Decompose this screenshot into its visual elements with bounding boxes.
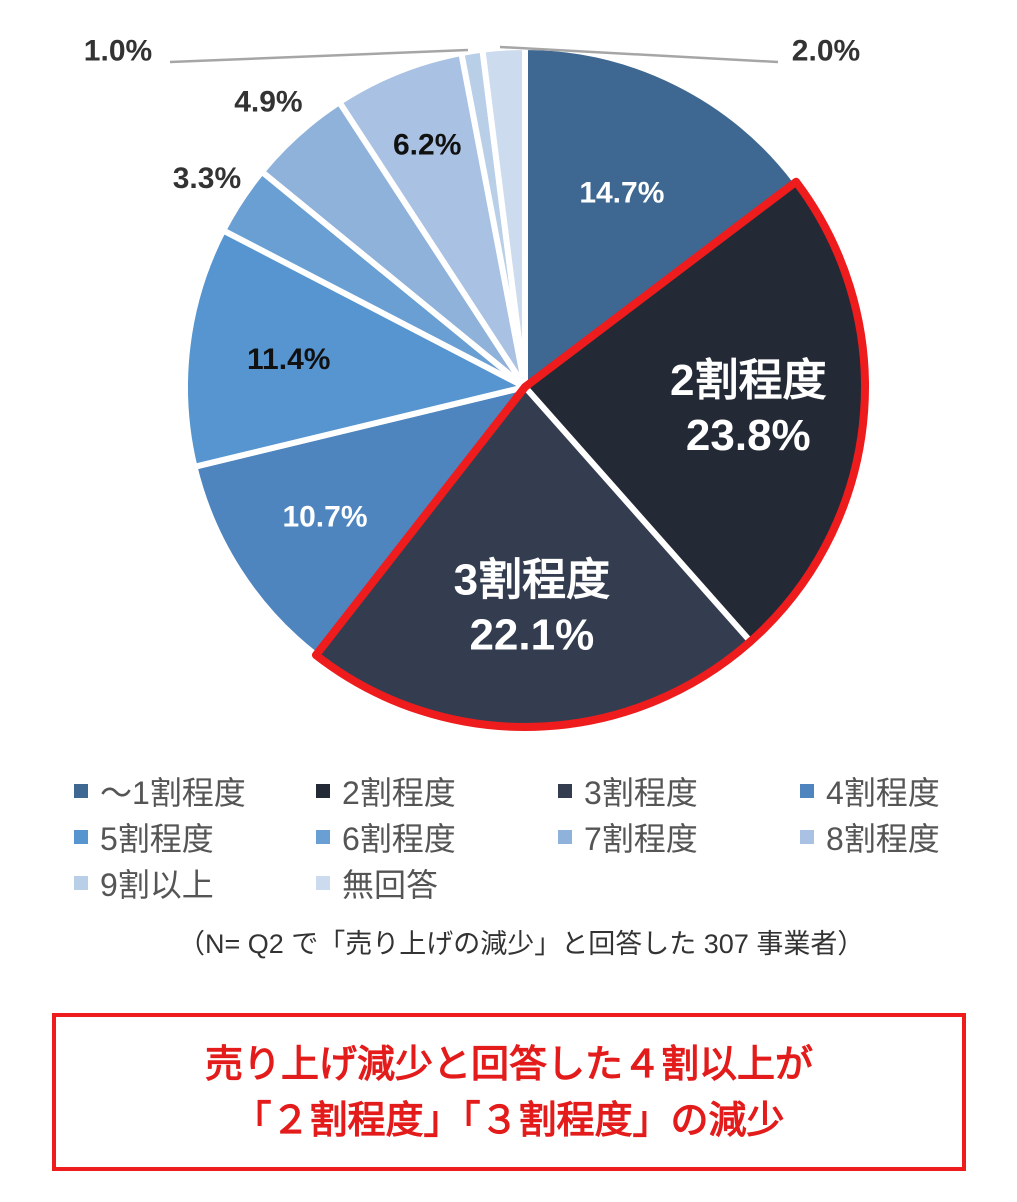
legend-item-10: 無回答 bbox=[316, 860, 438, 906]
legend-item-9: 9割以上 bbox=[74, 860, 214, 906]
legend-label-1: 〜1割程度 bbox=[100, 775, 246, 811]
summary-callout: 売り上げ減少と回答した４割以上が 「２割程度」「３割程度」の減少 bbox=[52, 1013, 966, 1171]
legend-label-10: 無回答 bbox=[342, 867, 439, 903]
legend-label-3: 3割程度 bbox=[584, 775, 698, 811]
legend-swatch-5 bbox=[74, 830, 88, 844]
legend-label-8: 8割程度 bbox=[826, 821, 940, 857]
slice-label-8: 6.2% bbox=[393, 129, 461, 162]
legend-swatch-3 bbox=[558, 784, 572, 798]
legend-swatch-6 bbox=[316, 830, 330, 844]
legend-item-5: 5割程度 bbox=[74, 814, 214, 860]
legend-item-8: 8割程度 bbox=[800, 814, 940, 860]
highlight-outline bbox=[311, 177, 869, 731]
legend-item-2: 2割程度 bbox=[316, 768, 456, 814]
pie-slice-1 bbox=[522, 44, 800, 390]
slice-label-7: 4.9% bbox=[234, 86, 302, 119]
legend-swatch-8 bbox=[800, 830, 814, 844]
slice-label-4: 10.7% bbox=[282, 500, 367, 533]
pie-chart: 14.7% 2割程度 23.8% 3割程度 22.1% 10.7% 11.4% 3.3% 4.9… bbox=[84, 35, 869, 731]
legend-item-4: 4割程度 bbox=[800, 768, 940, 814]
legend-swatch-1 bbox=[74, 784, 88, 798]
legend-item-3: 3割程度 bbox=[558, 768, 698, 814]
legend-item-1: 〜1割程度 bbox=[74, 768, 246, 814]
legend-swatch-10 bbox=[316, 876, 330, 890]
slice-label-9: 1.0% bbox=[84, 35, 152, 68]
legend-label-6: 6割程度 bbox=[342, 821, 456, 857]
legend-swatch-7 bbox=[558, 830, 572, 844]
pie-slice-4 bbox=[191, 384, 528, 659]
legend-label-4: 4割程度 bbox=[826, 775, 940, 811]
slice-label-10: 2.0% bbox=[792, 35, 860, 68]
leader-line-10 bbox=[499, 45, 779, 64]
callout-line-1: 売り上げ減少と回答した４割以上が bbox=[204, 1042, 813, 1086]
slice-label-6: 3.3% bbox=[173, 162, 241, 195]
legend-swatch-9 bbox=[74, 876, 88, 890]
legend-swatch-2 bbox=[316, 784, 330, 798]
legend-swatch-4 bbox=[800, 784, 814, 798]
slice-label-3: 22.1% bbox=[469, 610, 594, 659]
legend-label-5: 5割程度 bbox=[100, 821, 214, 857]
callout-line-2: 「２割程度」「３割程度」の減少 bbox=[233, 1098, 785, 1142]
legend-item-7: 7割程度 bbox=[558, 814, 698, 860]
slice-label-2: 23.8% bbox=[686, 411, 811, 460]
slice-title-3: 3割程度 bbox=[454, 555, 610, 604]
slice-label-5: 11.4% bbox=[247, 343, 330, 376]
leader-line-9 bbox=[169, 48, 469, 64]
legend-item-6: 6割程度 bbox=[316, 814, 456, 860]
slice-title-2: 2割程度 bbox=[670, 356, 826, 405]
legend-label-2: 2割程度 bbox=[342, 775, 456, 811]
sample-note: （N= Q2 で「売り上げの減少」と回答した 307 事業者） bbox=[178, 929, 865, 959]
pie-slice-5 bbox=[182, 227, 528, 470]
legend-label-7: 7割程度 bbox=[584, 821, 698, 857]
slice-label-1: 14.7% bbox=[579, 177, 664, 210]
legend-label-9: 9割以上 bbox=[100, 867, 214, 903]
